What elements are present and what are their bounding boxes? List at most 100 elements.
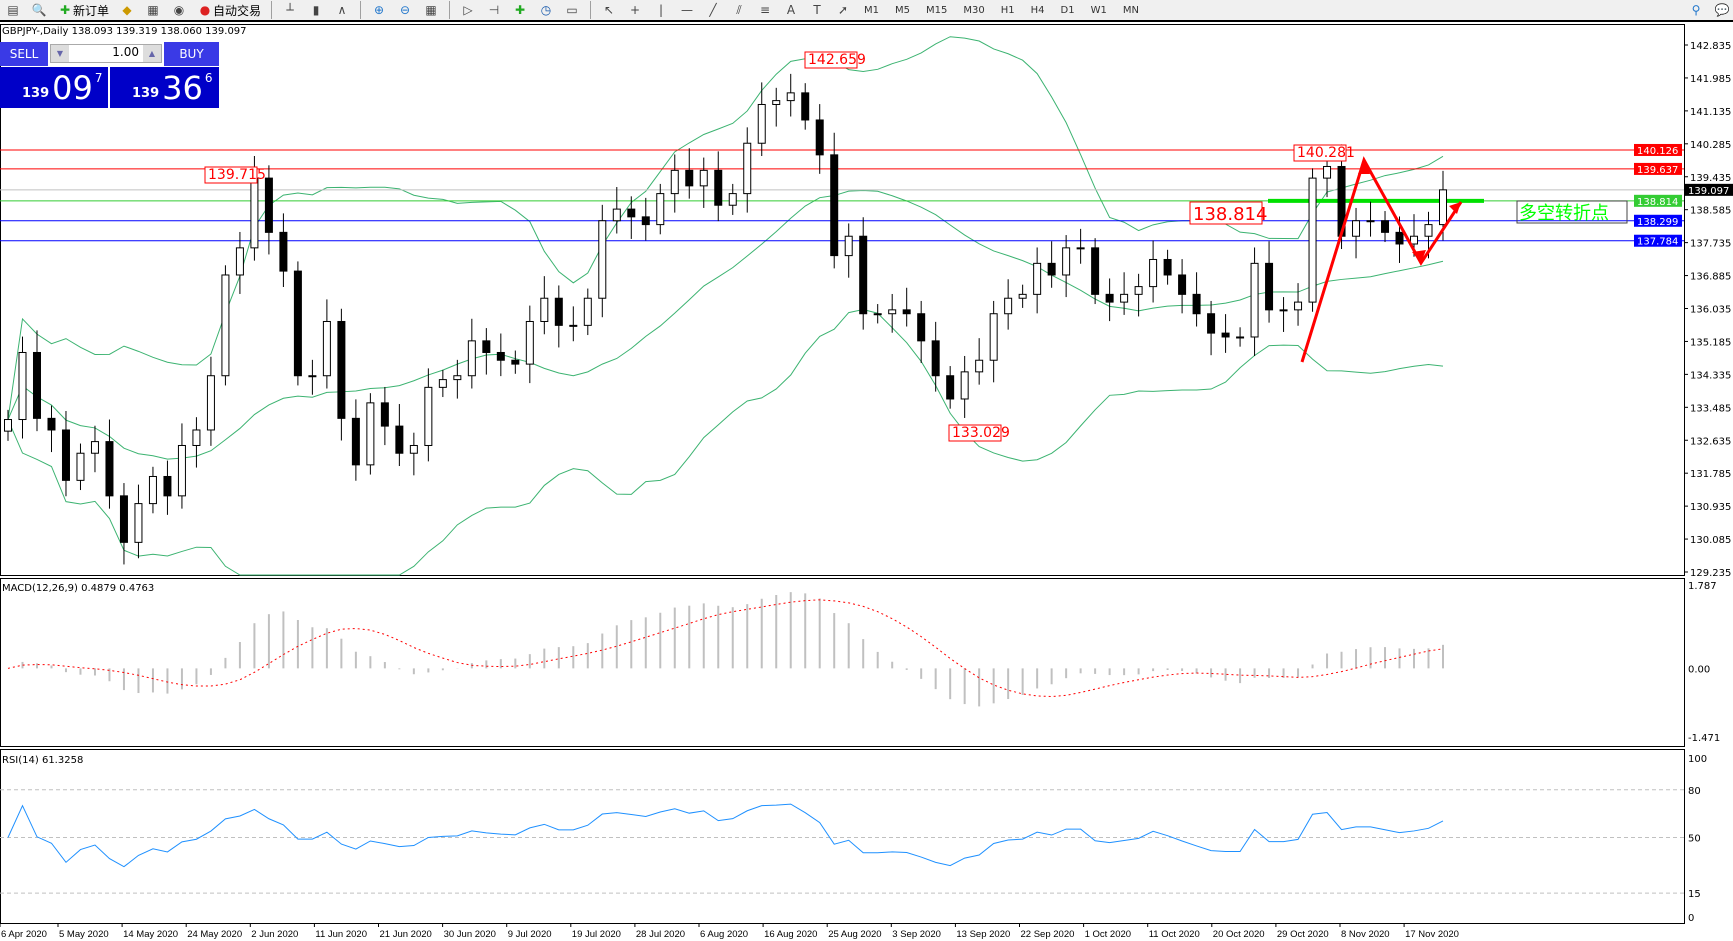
candle-body bbox=[119, 495, 128, 543]
candle-body bbox=[815, 119, 824, 156]
bid-price[interactable]: 139 09 7 bbox=[0, 67, 108, 108]
candle-body bbox=[714, 169, 723, 206]
increase-lots-button[interactable]: ▲ bbox=[143, 45, 161, 62]
candle-body bbox=[192, 429, 201, 446]
chart-shift-button[interactable]: ⊣ bbox=[483, 0, 505, 20]
price-label-box bbox=[1634, 194, 1682, 207]
candle bbox=[1337, 144, 1346, 250]
zoom-out-button[interactable]: ⊖ bbox=[394, 0, 416, 20]
timeframe-m1[interactable]: M1 bbox=[864, 4, 880, 16]
autoscroll-button[interactable]: ▷ bbox=[457, 0, 479, 20]
candle-body bbox=[931, 340, 940, 377]
price-tick-label: 138.585 bbox=[1690, 206, 1731, 217]
candle-body bbox=[366, 402, 375, 466]
candle bbox=[119, 483, 128, 565]
candle bbox=[685, 148, 694, 199]
timeframe-d1[interactable]: D1 bbox=[1060, 4, 1075, 16]
tile-windows-button[interactable]: ▦ bbox=[420, 0, 442, 20]
lot-size-value[interactable]: 1.00 bbox=[112, 45, 139, 59]
indicators-button[interactable]: ✚ bbox=[509, 0, 531, 20]
bar-chart-button[interactable]: ┴ bbox=[279, 0, 301, 20]
candle bbox=[1091, 238, 1100, 305]
chat-button[interactable]: 💬 bbox=[1711, 0, 1733, 20]
candle-body bbox=[177, 444, 186, 497]
candlestick-button[interactable]: ▮ bbox=[305, 0, 327, 20]
date-label: 28 Jul 2020 bbox=[636, 929, 685, 940]
data-window-button[interactable]: ▦ bbox=[142, 0, 164, 20]
macd-tick-label: -1.471 bbox=[1688, 733, 1720, 744]
periods-button[interactable]: ◷ bbox=[535, 0, 557, 20]
sell-button[interactable]: SELL bbox=[0, 42, 48, 66]
price-tick-label: 136.035 bbox=[1690, 305, 1731, 316]
fibonacci-button[interactable]: ≡ bbox=[754, 0, 776, 20]
candle-body bbox=[1279, 309, 1288, 312]
timeframe-h4[interactable]: H4 bbox=[1030, 4, 1045, 16]
macd-tick-label: 0.00 bbox=[1688, 664, 1710, 675]
candle-body bbox=[1120, 293, 1129, 303]
candle-body bbox=[902, 309, 911, 315]
candle-body bbox=[264, 177, 273, 233]
candle-body bbox=[1395, 231, 1404, 245]
text-button[interactable]: A bbox=[780, 0, 802, 20]
price-tick-label: 141.135 bbox=[1690, 107, 1731, 118]
fibonacci-icon: ≡ bbox=[760, 3, 771, 17]
note-box bbox=[1516, 200, 1628, 224]
timeframe-w1[interactable]: W1 bbox=[1090, 4, 1107, 16]
horizontal-line-button[interactable]: — bbox=[676, 0, 698, 20]
candle bbox=[1134, 273, 1143, 317]
price-label-box bbox=[1634, 143, 1682, 156]
candle-body bbox=[525, 320, 534, 365]
candle-body bbox=[1178, 274, 1187, 295]
candle bbox=[1250, 247, 1259, 356]
candle bbox=[482, 328, 491, 375]
new-order-button[interactable]: ✚ 新订单 bbox=[54, 0, 112, 20]
rsi-tick-label: 100 bbox=[1688, 754, 1707, 765]
zoom-in-button[interactable]: ⊕ bbox=[368, 0, 390, 20]
lot-size-input[interactable]: ▼ 1.00 ▲ bbox=[50, 44, 162, 63]
candle bbox=[873, 304, 882, 324]
zoom-profile-button[interactable]: 🔍 bbox=[28, 0, 50, 20]
arrows-button[interactable]: ➚ bbox=[832, 0, 854, 20]
one-click-trading-panel: SELL ▼ 1.00 ▲ BUY 139 09 7 139 36 6 bbox=[0, 42, 219, 108]
candle-body bbox=[888, 309, 897, 315]
candle-body bbox=[1163, 258, 1172, 276]
price-label-box bbox=[1634, 234, 1682, 247]
candle bbox=[134, 484, 143, 559]
cursor-button[interactable]: ↖ bbox=[598, 0, 620, 20]
trendline-button[interactable]: ╱ bbox=[702, 0, 724, 20]
vertical-line-button[interactable]: | bbox=[650, 0, 672, 20]
timeframe-m5[interactable]: M5 bbox=[895, 4, 911, 16]
timeframe-h1[interactable]: H1 bbox=[1000, 4, 1015, 16]
price-label-138.814: 138.814 bbox=[1637, 197, 1678, 208]
candle-body bbox=[1004, 297, 1013, 315]
text-label-button[interactable]: T bbox=[806, 0, 828, 20]
candle-body bbox=[670, 169, 679, 195]
candle bbox=[163, 460, 172, 515]
candle-body bbox=[511, 359, 520, 365]
date-label: 6 Apr 2020 bbox=[1, 929, 47, 940]
crosshair-button[interactable]: + bbox=[624, 0, 646, 20]
decrease-lots-button[interactable]: ▼ bbox=[51, 45, 69, 62]
zoom-out-icon: ⊖ bbox=[400, 3, 411, 17]
candle-body bbox=[4, 419, 12, 432]
candle bbox=[728, 183, 737, 215]
candle-body bbox=[1192, 293, 1201, 315]
date-label: 1 Oct 2020 bbox=[1085, 929, 1131, 940]
candle-body bbox=[1424, 224, 1433, 237]
line-chart-button[interactable]: ∧ bbox=[331, 0, 353, 20]
auto-trading-button[interactable]: ● 自动交易 bbox=[194, 0, 264, 20]
timeframe-m15[interactable]: M15 bbox=[926, 4, 948, 16]
new-chart-button[interactable]: ▤ bbox=[2, 0, 24, 20]
price-label-138.299: 138.299 bbox=[1637, 217, 1678, 228]
equidistant-channel-button[interactable]: ⫽ bbox=[728, 0, 750, 20]
timeframe-mn[interactable]: MN bbox=[1122, 4, 1139, 16]
market-watch-button[interactable]: ◆ bbox=[116, 0, 138, 20]
buy-button[interactable]: BUY bbox=[164, 42, 219, 66]
templates-button[interactable]: ▭ bbox=[561, 0, 583, 20]
timeframe-m30[interactable]: M30 bbox=[963, 4, 985, 16]
search-button[interactable]: ⚲ bbox=[1685, 0, 1707, 20]
signals-button[interactable]: ◉ bbox=[168, 0, 190, 20]
rsi-line bbox=[7, 803, 1444, 868]
ask-price[interactable]: 139 36 6 bbox=[110, 67, 219, 108]
